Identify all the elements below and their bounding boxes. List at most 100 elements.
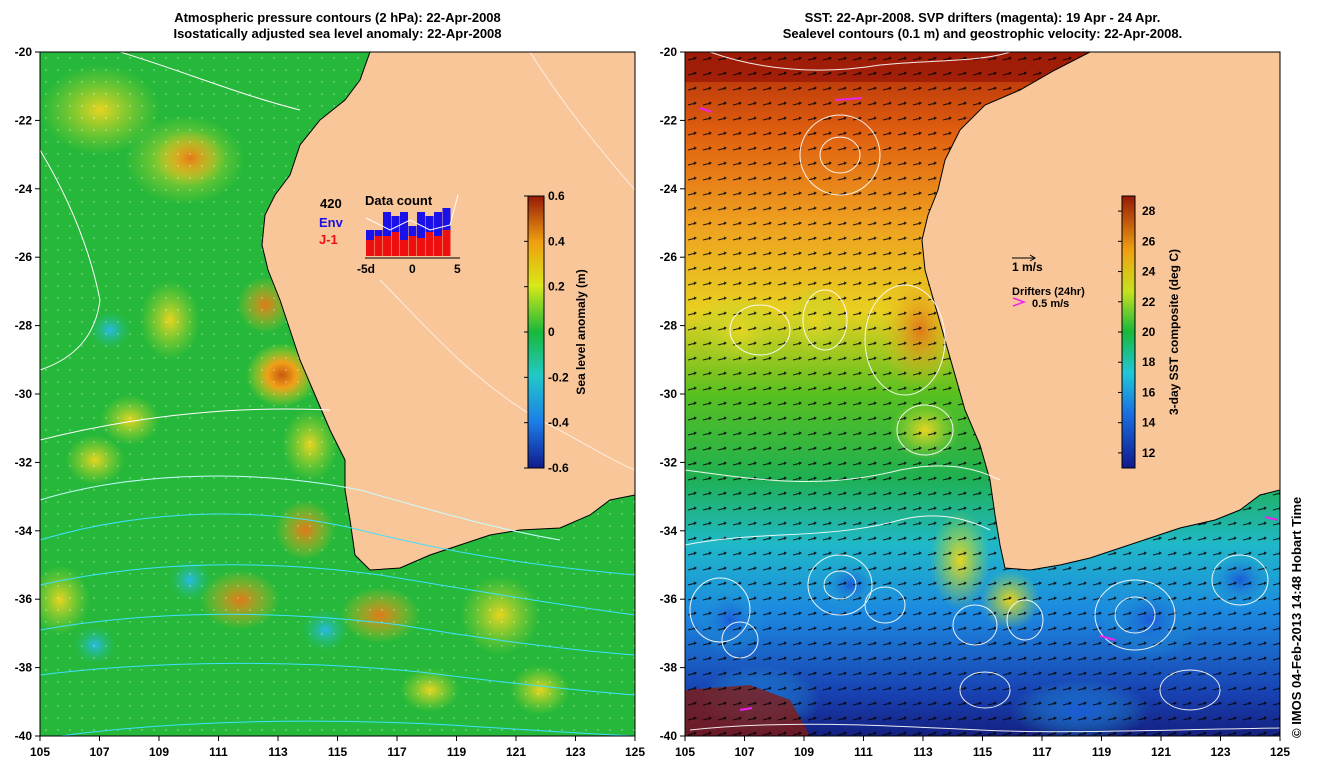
inset-xtick-5: 5: [454, 262, 461, 276]
sst-cb-tick-label: 22: [1142, 295, 1156, 309]
drifter-scale-arrow: [1012, 297, 1027, 307]
left-axes: 105 107 109 111 113 115 117 119 121 123 125 -20 -22 -…: [15, 45, 646, 759]
sla-colorbar-ticks: 0.6 0.4 0.2 0 -0.2 -0.4 -0.6: [524, 189, 569, 475]
velocity-scale-arrow: [1012, 254, 1036, 262]
inset-bar-j1: [374, 236, 383, 256]
inset-bar-env: [400, 212, 408, 256]
sla-cb-tick-label: 0.6: [548, 189, 565, 203]
sla-cb-tick-label: 0.2: [548, 280, 565, 294]
left-lon-tick-label: 123: [565, 745, 585, 759]
inset-legend-j1: J-1: [319, 232, 338, 247]
sst-cb-tick-label: 16: [1142, 385, 1156, 399]
left-lon-tick-label: 113: [268, 745, 288, 759]
right-lat-tick-label: -22: [660, 113, 678, 127]
inset-bar-j1: [383, 236, 391, 256]
data-count-inset: 420 Env J-1 Data count -5d 0 5: [319, 193, 461, 276]
inset-bar-j1: [442, 230, 451, 256]
left-lat-tick-label: -28: [15, 319, 33, 333]
sla-cb-tick-label: 0.4: [548, 234, 565, 248]
inset-bars: [365, 194, 459, 256]
inset-title: Data count: [365, 193, 433, 208]
inset-bar-j1: [417, 238, 425, 256]
sst-cb-tick-label: 28: [1142, 204, 1156, 218]
sst-colorbar: 28 26 24 22 20 18 16 14 12 3-day SST composite (…: [1118, 195, 1181, 469]
inset-xtick-minus5: -5d: [357, 262, 375, 276]
velocity-scale-label: 1 m/s: [1012, 260, 1043, 274]
right-lon-tick-label: 107: [734, 745, 754, 759]
inset-bar-env: [417, 212, 425, 256]
sst-cb-tick-label: 18: [1142, 355, 1156, 369]
sealevel-contours: [685, 52, 1280, 733]
inset-bar-j1: [366, 240, 374, 256]
sst-cb-tick-label: 20: [1142, 325, 1156, 339]
geostrophic-velocity-arrows: [685, 52, 1280, 736]
left-lat-tick-label: -26: [15, 250, 33, 264]
inset-bar-j1: [400, 240, 408, 256]
sla-cb-tick-label: -0.2: [548, 370, 569, 384]
right-lat-tick-label: -38: [660, 661, 678, 675]
right-lon-tick-label: 123: [1210, 745, 1230, 759]
drifters-label: Drifters (24hr): [1012, 286, 1085, 298]
svp-drifter-tracks: [699, 97, 1279, 711]
right-title-line1: SST: 22-Apr-2008. SVP drifters (magenta)…: [804, 10, 1161, 25]
inset-bar-env: [383, 212, 391, 256]
right-map: [685, 52, 1280, 736]
right-lat-tick-label: -40: [660, 729, 678, 743]
pressure-contours: [40, 52, 635, 736]
left-lat-tick-label: -22: [15, 113, 33, 127]
left-lon-tick-label: 109: [149, 745, 169, 759]
right-lon-tick-label: 119: [1092, 745, 1112, 759]
left-lat-tick-label: -30: [15, 387, 33, 401]
sst-colorbar-scale: [1121, 195, 1136, 469]
right-lat-tick-label: -30: [660, 387, 678, 401]
inset-bar-j1: [391, 232, 400, 256]
sla-colorbar: 0.6 0.4 0.2 0 -0.2 -0.4 -0.6 Sea level anomaly…: [524, 189, 588, 475]
left-lon-tick-label: 125: [625, 745, 645, 759]
inset-count: 420: [320, 196, 342, 211]
inset-bar-j1: [425, 232, 434, 256]
left-lat-tick-label: -40: [15, 729, 33, 743]
sla-colorbar-label: Sea level anomaly (m): [574, 269, 588, 394]
right-panel-title: SST: 22-Apr-2008. SVP drifters (magenta)…: [685, 10, 1280, 42]
left-lon-tick-label: 111: [209, 745, 228, 759]
left-lon-tick-label: 121: [506, 745, 526, 759]
left-lat-tick-label: -34: [15, 524, 33, 538]
right-lon-tick-label: 111: [854, 745, 873, 759]
left-lon-tick-label: 119: [447, 745, 467, 759]
inset-pressure-line: [365, 194, 459, 231]
right-lon-tick-label: 117: [1032, 745, 1052, 759]
right-lat-tick-label: -24: [660, 182, 678, 196]
left-lat-tick-label: -20: [15, 45, 33, 59]
right-lon-tick-label: 125: [1270, 745, 1290, 759]
sst-cb-tick-label: 12: [1142, 446, 1156, 460]
inset-xtick-0: 0: [409, 262, 416, 276]
sst-cb-tick-label: 24: [1142, 265, 1156, 279]
right-lon-tick-label: 121: [1151, 745, 1171, 759]
drifters-scale-label: 0.5 m/s: [1032, 298, 1069, 310]
right-lon-tick-label: 109: [794, 745, 814, 759]
sla-cb-tick-label: -0.4: [548, 416, 569, 430]
inset-bar-env: [434, 212, 442, 256]
left-title-line1: Atmospheric pressure contours (2 hPa): 2…: [174, 10, 501, 25]
right-axes: 105 107 109 111 113 115 117 119 121 123 125 -20 -22 -…: [660, 45, 1291, 759]
left-lat-tick-label: -32: [15, 455, 33, 469]
left-lat-tick-label: -36: [15, 592, 33, 606]
left-lon-tick-label: 107: [89, 745, 109, 759]
right-lat-tick-label: -34: [660, 524, 678, 538]
sst-colorbar-ticks: 28 26 24 22 20 18 16 14 12: [1118, 204, 1156, 460]
right-lat-tick-label: -32: [660, 455, 678, 469]
right-lat-tick-label: -28: [660, 319, 678, 333]
left-lon-tick-label: 105: [30, 745, 50, 759]
right-lat-tick-label: -36: [660, 592, 678, 606]
right-lat-tick-label: -26: [660, 250, 678, 264]
sst-colorbar-label: 3-day SST composite (deg C): [1167, 249, 1181, 415]
right-lon-tick-label: 115: [973, 745, 993, 759]
left-lat-tick-label: -24: [15, 182, 33, 196]
sst-cb-tick-label: 26: [1142, 234, 1156, 248]
right-lon-tick-label: 105: [675, 745, 695, 759]
sla-cb-tick-label: -0.6: [548, 461, 569, 475]
sst-cb-tick-label: 14: [1142, 416, 1156, 430]
left-lon-tick-label: 117: [387, 745, 407, 759]
right-lon-tick-label: 113: [913, 745, 933, 759]
